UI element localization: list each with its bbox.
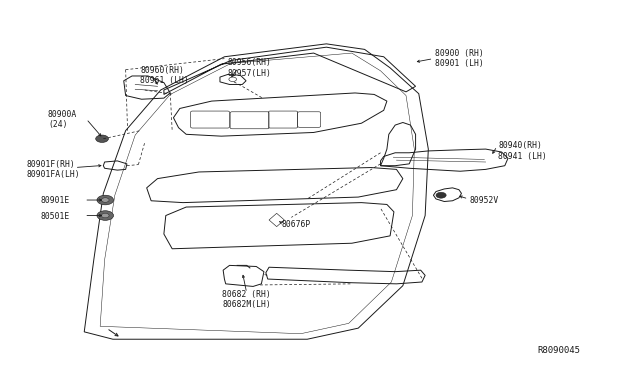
- Circle shape: [96, 135, 108, 142]
- Text: 80682 (RH)
80682M(LH): 80682 (RH) 80682M(LH): [222, 290, 271, 310]
- Circle shape: [97, 195, 113, 205]
- Text: 80900A
(24): 80900A (24): [48, 110, 77, 129]
- Text: 80940(RH)
80941 (LH): 80940(RH) 80941 (LH): [499, 141, 547, 161]
- Text: 80952V: 80952V: [470, 196, 499, 205]
- Circle shape: [436, 192, 446, 198]
- Text: 80676P: 80676P: [282, 220, 311, 229]
- Text: R8090045: R8090045: [538, 346, 580, 355]
- Text: 80501E: 80501E: [41, 212, 70, 221]
- Circle shape: [101, 213, 109, 218]
- Text: 80901E: 80901E: [41, 196, 70, 205]
- Text: 80901F(RH)
80901FA(LH): 80901F(RH) 80901FA(LH): [27, 160, 81, 179]
- Circle shape: [97, 211, 113, 220]
- Text: 80960(RH)
80961 (LH): 80960(RH) 80961 (LH): [140, 65, 189, 85]
- Text: 80900 (RH)
80901 (LH): 80900 (RH) 80901 (LH): [435, 49, 483, 68]
- Text: 80956(RH)
80957(LH): 80956(RH) 80957(LH): [228, 58, 271, 77]
- Circle shape: [101, 198, 109, 202]
